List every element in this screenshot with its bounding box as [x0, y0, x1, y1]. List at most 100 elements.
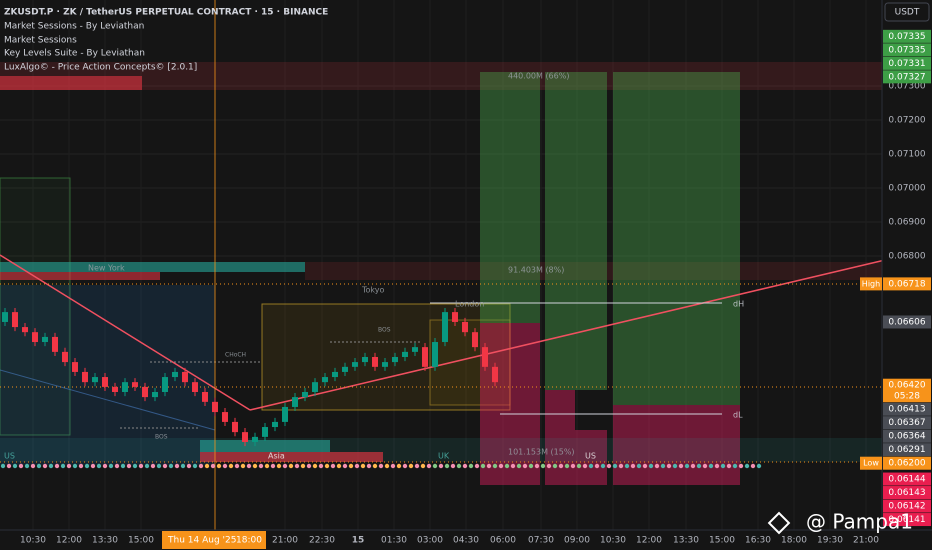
- session-dot: [348, 463, 354, 469]
- candle-body: [192, 382, 198, 393]
- annotation: BOS: [378, 327, 391, 334]
- session-dot: [282, 463, 288, 469]
- price-label: [883, 443, 931, 457]
- price-label: [883, 416, 931, 430]
- candle-body: [22, 327, 28, 333]
- session-dot: [144, 463, 150, 469]
- session-dot: [312, 463, 318, 469]
- session-dot: [288, 463, 294, 469]
- price-label: [883, 56, 931, 70]
- annotation: dH: [733, 300, 744, 309]
- session-dot: [546, 463, 552, 469]
- indicator[interactable]: Key Levels Suite - By Leviathan: [4, 49, 145, 59]
- crosshair-date: Thu 14 Aug '25: [167, 536, 236, 546]
- candle-body: [92, 377, 98, 383]
- session-dot: [408, 463, 414, 469]
- candle-body: [242, 432, 248, 442]
- price-label: [883, 472, 931, 486]
- annotation: dL: [733, 411, 743, 420]
- candle-body: [272, 421, 278, 428]
- watermark: @ Pampa1: [806, 510, 913, 534]
- level-tag: [860, 277, 882, 291]
- session-dot: [516, 463, 522, 469]
- x-tick-label: 15:00: [128, 536, 154, 546]
- session-dot: [402, 463, 408, 469]
- y-tick-label: 0.07100: [888, 150, 925, 160]
- price-label-text: 0.06200: [888, 459, 925, 469]
- annotation: US: [4, 452, 15, 461]
- price-label-text: 0.06144: [888, 475, 925, 485]
- session-dot: [258, 463, 264, 469]
- session-dot: [138, 463, 144, 469]
- session-dot: [36, 463, 42, 469]
- candle-body: [162, 377, 168, 393]
- annotation: 91.403M (8%): [508, 266, 564, 275]
- session-dot: [210, 463, 216, 469]
- x-tick-label: 15:00: [709, 536, 735, 546]
- session-dot: [120, 463, 126, 469]
- session-dot: [726, 463, 732, 469]
- session-dot: [114, 463, 120, 469]
- indicator[interactable]: LuxAlgo© - Price Action Concepts© [2.0.1…: [4, 63, 197, 73]
- indicator[interactable]: Market Sessions - By Leviathan: [4, 22, 144, 32]
- candle-body: [42, 336, 48, 343]
- currency[interactable]: USDT: [895, 8, 920, 18]
- y-tick-label: 0.07300: [888, 82, 925, 92]
- session-dot: [84, 463, 90, 469]
- price-label: [883, 456, 931, 470]
- y-tick-label: 0.07200: [888, 116, 925, 126]
- candle-body: [422, 347, 428, 367]
- session-dot: [600, 463, 606, 469]
- target-box: [545, 72, 607, 390]
- candle-body: [172, 371, 178, 378]
- tokyo-box: [261, 303, 511, 411]
- session-dot: [648, 463, 654, 469]
- session-dot: [342, 463, 348, 469]
- session-dot: [576, 463, 582, 469]
- candle-body: [432, 342, 438, 367]
- session-dot: [264, 463, 270, 469]
- session-dot: [606, 463, 612, 469]
- currency-button[interactable]: [884, 2, 930, 22]
- x-tick-label: 10:30: [20, 536, 46, 546]
- x-tick-label: 21:00: [853, 536, 879, 546]
- session-dot: [6, 463, 12, 469]
- session-dot: [240, 463, 246, 469]
- candle-body: [52, 336, 58, 352]
- session-dot: [246, 463, 252, 469]
- session-dot: [570, 463, 576, 469]
- price-label: [883, 378, 931, 403]
- indicator[interactable]: Market Sessions: [4, 36, 77, 46]
- x-tick-label: 06:00: [490, 536, 516, 546]
- session-dot: [216, 463, 222, 469]
- price-label: [883, 43, 931, 57]
- session-dot: [420, 463, 426, 469]
- candle-body: [252, 436, 258, 442]
- candles: [2, 308, 498, 447]
- candle-body: [262, 427, 268, 437]
- price-label-text: 0.06143: [888, 488, 925, 498]
- session-dot: [732, 463, 738, 469]
- session-dot: [438, 463, 444, 469]
- session-dot: [678, 463, 684, 469]
- session-dot: [30, 463, 36, 469]
- annotation: 440.00M (66%): [508, 72, 569, 81]
- candle-body: [2, 312, 8, 322]
- session-dot: [444, 463, 450, 469]
- session-dot: [354, 463, 360, 469]
- candle-body: [102, 377, 108, 387]
- candle-body: [32, 332, 38, 343]
- session-dot: [702, 463, 708, 469]
- session-dot: [324, 463, 330, 469]
- session-dot: [498, 463, 504, 469]
- session-dot: [90, 463, 96, 469]
- session-dot: [42, 463, 48, 469]
- session-box: [0, 285, 215, 465]
- session-dot: [204, 463, 210, 469]
- x-tick-label: 12:00: [636, 536, 662, 546]
- session-dot: [330, 463, 336, 469]
- candle-body: [372, 356, 378, 367]
- ny-bar: [0, 272, 160, 280]
